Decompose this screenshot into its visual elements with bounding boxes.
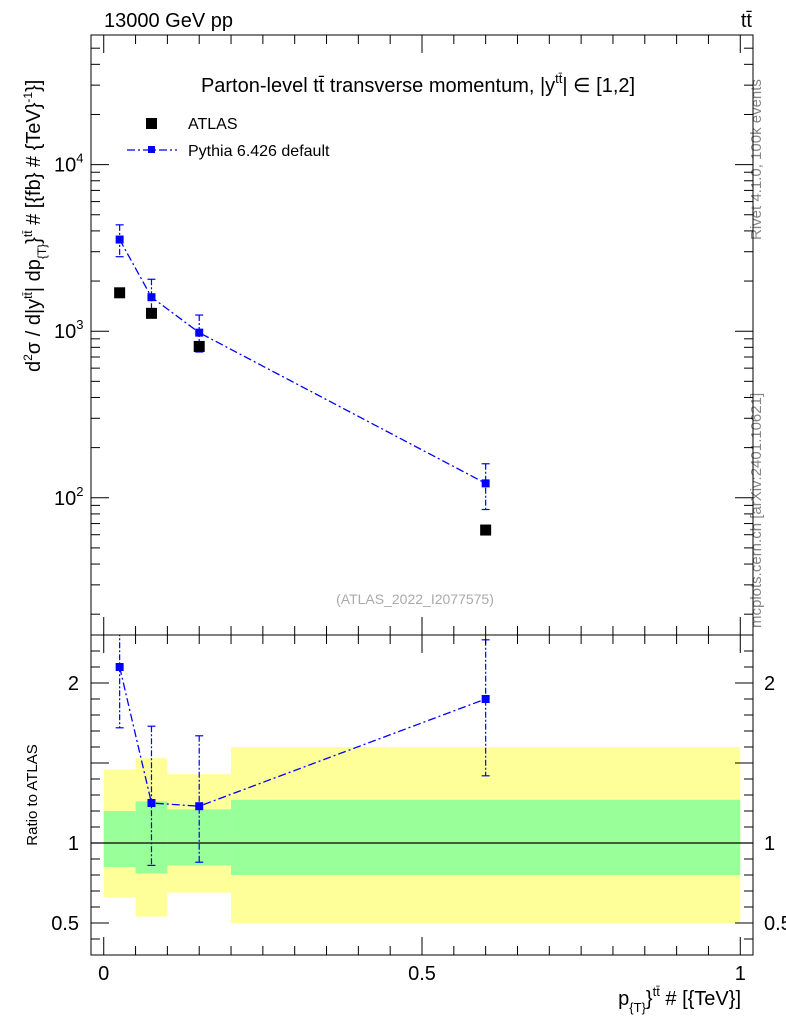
analysis-label: (ATLAS_2022_I2077575) [336,591,494,607]
header-process-label: tt̄ [741,10,753,32]
mcplots-label: mcplots.cern.ch [arXiv:2401.10621] [748,393,765,628]
y-axis-title: d2σ / d|ytt̄| dp{T}}tt̄ # [{fb} # {TeV}-… [21,80,49,372]
legend: ATLAS Pythia 6.426 default [127,116,330,160]
atlas-point [193,340,205,352]
y-tick-label: 102 [54,484,83,510]
x-tick-label: 0.5 [408,963,436,985]
ratio-tick-label-left: 0.5 [51,913,79,935]
atlas-point [480,524,492,536]
ratio-pythia-point [195,802,204,811]
pythia-point [147,293,156,302]
pythia-point [195,328,204,337]
ratio-band-stat [103,811,136,867]
ratio-tick-label-left: 2 [68,673,79,695]
header-energy-label: 13000 GeV pp [104,10,233,32]
x-tick-label: 1 [735,963,746,985]
y-tick-label: 103 [54,317,83,343]
ratio-pythia-line [119,666,486,807]
y-tick-label: 104 [54,151,83,177]
ratio-pythia-point [115,663,124,671]
x-tick-label: 0 [98,963,109,985]
ratio-tick-label-right: 0.5 [764,913,786,935]
atlas-point [114,287,126,299]
legend-marker-atlas [146,118,157,129]
ratio-panel: 0.5 0.5 1 1 2 2 [51,634,786,956]
main-panel: 102 103 104 [54,34,754,636]
legend-label-pythia: Pythia 6.426 default [188,143,330,160]
legend-marker-pythia [148,146,155,153]
pythia-point [115,235,124,244]
ratio-tick-label-left: 1 [68,833,79,855]
rivet-label: Rivet 4.1.0, 100k events [748,79,765,240]
ratio-pythia-point [147,799,156,807]
ratio-band-stat [231,799,741,875]
pythia-line [119,239,486,484]
ratio-pythia-point [481,695,490,703]
ratio-tick-label-right: 1 [764,833,775,855]
atlas-point [145,307,157,319]
chart-title: Parton-level tt̄ transverse momentum, |y… [201,71,635,97]
ratio-tick-label-right: 2 [764,673,775,695]
legend-label-atlas: ATLAS [188,116,238,133]
x-axis-title: p{T}}tt̄ # [{TeV}] [618,984,741,1015]
ratio-y-axis-title: Ratio to ATLAS [24,744,41,845]
pythia-point [481,479,490,488]
